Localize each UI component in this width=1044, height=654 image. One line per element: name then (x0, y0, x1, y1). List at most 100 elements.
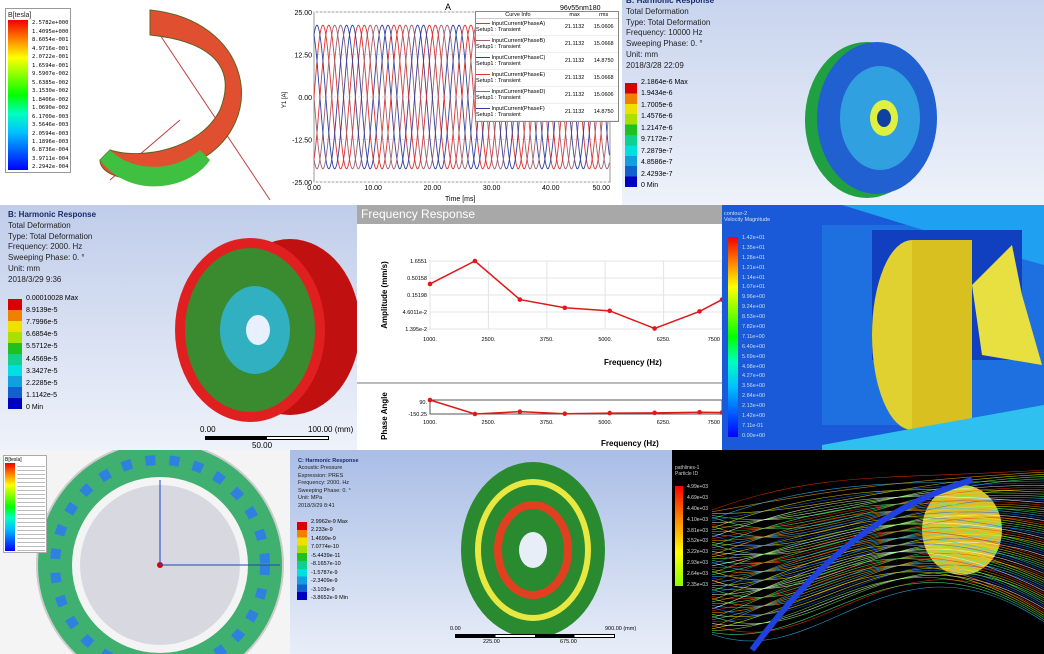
phase-point[interactable] (697, 409, 702, 415)
amplitude-point[interactable] (719, 297, 722, 302)
x-tick-label: 5000. (598, 420, 612, 426)
scale-tick: 675.00 (560, 639, 577, 645)
series-setup: Setup1 : Transient (476, 95, 521, 101)
wheel-model (805, 42, 937, 198)
pathline (711, 555, 1044, 604)
y-tick-label: 90. (419, 400, 427, 406)
x-tick-label: 20.00 (424, 185, 442, 192)
coil-model (99, 9, 271, 201)
phase-point[interactable] (562, 411, 568, 416)
phase-point[interactable] (472, 411, 478, 417)
legend-value: 1.28e+01 (742, 254, 766, 261)
legend-value: 7.11e+00 (742, 333, 765, 340)
legend-value: 3.5646e-003 (32, 122, 69, 129)
pathline (711, 478, 1044, 530)
series-rms: 15.0668 (593, 41, 614, 47)
series-line (313, 24, 610, 170)
pathline (711, 549, 1044, 598)
series-rms: 15.0606 (593, 24, 614, 30)
legend-row[interactable]: InputCurrent(PhaseA) Setup1 : Transient 21… (476, 19, 618, 36)
series-max: 21.1132 (564, 24, 585, 30)
pathline (711, 492, 1044, 531)
color-bar (8, 20, 28, 171)
amplitude-point[interactable] (472, 258, 478, 264)
legend-value: 2.5782e+000 (32, 20, 69, 27)
scale-tick: 225.00 (483, 639, 500, 645)
legend-value: 2.4293e-7 (641, 170, 673, 178)
legend-value: 4.10e+03 (687, 516, 708, 523)
pathline (711, 508, 1044, 549)
result-info: 2018/3/29 9:36 (8, 274, 62, 284)
amplitude-point[interactable] (697, 309, 702, 314)
pathline (711, 577, 1044, 631)
legend-value: 4.98e+00 (742, 363, 766, 370)
series-max: 21.1132 (564, 41, 585, 47)
result-info: 2018/3/29 8:41 (298, 502, 335, 509)
pathline (711, 496, 1044, 538)
x-tick-label: 6250. (657, 420, 671, 426)
legend-row[interactable]: InputCurrent(PhaseE) Setup1 : Transient 21… (476, 70, 618, 87)
series-name: InputCurrent(PhaseD) (491, 89, 546, 95)
series-name: InputCurrent(PhaseB) (491, 38, 546, 44)
series-name: InputCurrent(PhaseF) (491, 106, 545, 112)
pathline (711, 537, 1044, 592)
pathline (711, 541, 1044, 589)
legend-value: 0 Min (641, 181, 659, 189)
scale-right: 900.00 (mm) (605, 626, 637, 632)
legend-row[interactable]: InputCurrent(PhaseD) Setup1 : Transient 21… (476, 87, 618, 104)
amplitude-point[interactable] (427, 281, 433, 287)
legend-value: 5.6385e-002 (32, 79, 69, 86)
legend-value: 1.42e+00 (742, 413, 766, 420)
legend-value: 2.2942e-004 (32, 164, 69, 171)
harmonic-wheel-panel: B: Harmonic Response Total Deformation Typ… (622, 0, 1044, 205)
flux-color-legend: B[tesla] 2.5782e+000 1.4095e+000 8.6054e-0… (5, 8, 72, 174)
legend-value: 2.0722e-001 (32, 54, 69, 61)
result-info: Frequency: 10000 Hz (626, 28, 703, 38)
phase-point[interactable] (607, 410, 612, 416)
pathline (711, 499, 1044, 547)
phase-point[interactable] (719, 410, 722, 415)
legend-row[interactable]: InputCurrent(PhaseB) Setup1 : Transient 21… (476, 36, 618, 53)
legend-value: 4.69e+03 (687, 494, 708, 501)
phase-point[interactable] (427, 397, 433, 403)
legend-value: 5.69e+00 (742, 353, 766, 360)
pathline (711, 511, 1044, 550)
legend-row[interactable]: InputCurrent(PhaseC) Setup1 : Transient 21… (476, 53, 618, 70)
pathline (711, 522, 1044, 567)
legend-value: 2.233e-9 (311, 527, 333, 534)
x-tick-label: 40.00 (542, 185, 560, 192)
curve-info-legend[interactable]: Curve Info max rms InputCurrent(PhaseA) Set… (475, 11, 619, 122)
scale-mid: 50.00 (252, 441, 273, 450)
legend-value: 9.96e+00 (742, 294, 766, 301)
pathline (711, 536, 1044, 585)
legend-value: 8.6054e-001 (32, 37, 69, 44)
legend-title: B[tesla] (5, 457, 22, 463)
pathline (711, 500, 1044, 540)
pathline (711, 571, 1044, 630)
legend-row[interactable]: InputCurrent(PhaseF) Setup1 : Transient 21… (476, 104, 618, 121)
legend-value: -8.1657e-10 (311, 561, 341, 568)
amplitude-point[interactable] (562, 305, 568, 311)
phase-point[interactable] (517, 409, 523, 414)
legend-value: 1.21e+01 (742, 264, 766, 271)
amplitude-point[interactable] (517, 297, 523, 302)
legend-value: 2.9962e-9 Max (311, 519, 348, 525)
series-swatch (476, 108, 490, 110)
pathline-name: pathlines-1 (675, 465, 700, 471)
contour-variable: Velocity Magnitude (724, 217, 771, 223)
y-tick-label: 1.6551 (410, 259, 427, 265)
phase-point[interactable] (652, 410, 657, 416)
result-info: Expression: PRES (298, 472, 344, 479)
y-axis-label: Y1 [A] (282, 91, 288, 108)
amplitude-point[interactable] (607, 308, 612, 314)
result-info: Frequency: 2000. Hz (8, 242, 83, 252)
legend-value: -3.8652e-9 Min (311, 594, 348, 601)
amplitude-point[interactable] (652, 326, 657, 331)
pathline (711, 551, 1044, 610)
pathline (711, 476, 1044, 521)
legend-value: 1.8406e-002 (32, 96, 69, 103)
coil-flux-panel: B[tesla] 2.5782e+000 1.4095e+000 8.6054e-0… (0, 0, 280, 205)
legend-value: 4.8586e-7 (641, 159, 673, 167)
pathline (711, 564, 1044, 621)
pathline (711, 538, 1044, 582)
